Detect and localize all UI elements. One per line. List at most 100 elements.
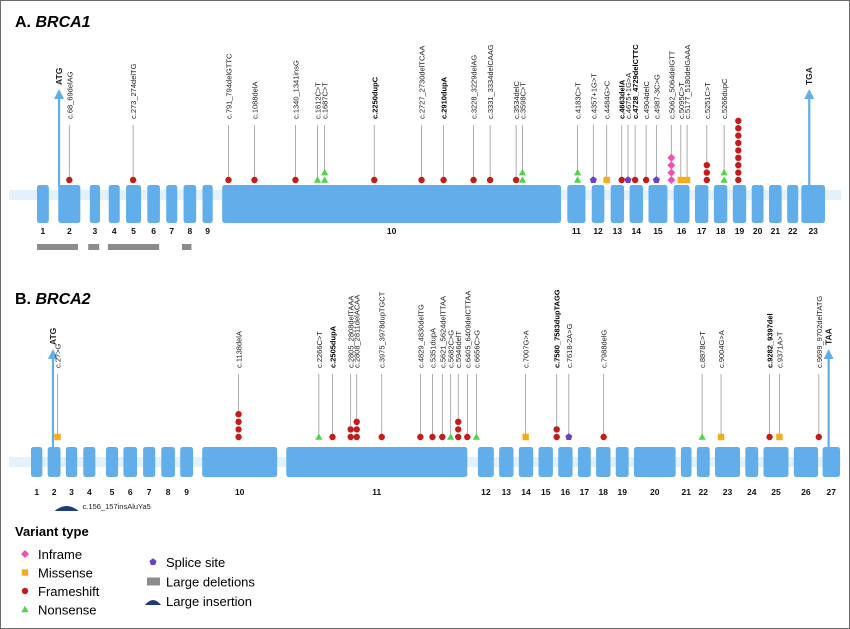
exon-brca1-3 bbox=[89, 185, 101, 223]
exon-number-label: 13 bbox=[613, 226, 623, 236]
exon-brca2-14 bbox=[518, 447, 534, 477]
exon-brca2-17 bbox=[577, 447, 591, 477]
legend-label-deletion: Large deletions bbox=[166, 575, 255, 590]
variant-label: c.5351dupA bbox=[428, 328, 437, 368]
legend-label-frameshift: Frameshift bbox=[38, 584, 100, 599]
exon-number-label: 19 bbox=[735, 226, 745, 236]
variant-label: c.7988delG bbox=[600, 329, 609, 368]
variant-marker-frameshift bbox=[353, 418, 360, 425]
variant-label: c.3598C>T bbox=[518, 82, 527, 119]
variant-marker-frameshift bbox=[703, 176, 710, 184]
exon-brca1-17 bbox=[694, 185, 709, 223]
exon-number-label: 27 bbox=[827, 487, 837, 497]
variant-marker-frameshift bbox=[417, 433, 424, 441]
variant-marker-nonsense bbox=[720, 168, 728, 176]
variant-label: c.273_274delTG bbox=[129, 63, 138, 119]
exon-brca2-16 bbox=[558, 447, 573, 477]
exon-brca2-22 bbox=[696, 447, 710, 477]
panel-prefix-brca2: B. bbox=[15, 291, 35, 308]
exon-number-label: 10 bbox=[387, 226, 397, 236]
exon-brca1-11 bbox=[567, 185, 586, 223]
exon-number-label: 8 bbox=[166, 487, 171, 497]
exon-number-label: 7 bbox=[147, 487, 152, 497]
exon-brca1-22 bbox=[787, 185, 799, 223]
exon-number-label: 17 bbox=[580, 487, 590, 497]
legend-label-nonsense: Nonsense bbox=[38, 603, 97, 618]
variant-marker-splice bbox=[624, 176, 632, 183]
exon-brca2-13 bbox=[499, 447, 514, 477]
variant-marker-frameshift bbox=[703, 169, 710, 176]
exon-number-label: 25 bbox=[771, 487, 781, 497]
variant-label: c.9282_9397del bbox=[766, 313, 775, 368]
variant-marker-frameshift bbox=[347, 426, 354, 433]
variant-label: c.4484G>C bbox=[603, 80, 612, 119]
variant-label: c.4675+1G>A bbox=[624, 73, 633, 119]
variant-label: c.1340_1341insG bbox=[291, 60, 300, 119]
exon-brca1-16 bbox=[673, 185, 690, 223]
variant-marker-frameshift bbox=[735, 154, 742, 161]
variant-label: c.1687C>T bbox=[321, 82, 330, 119]
exon-number-label: 23 bbox=[808, 226, 818, 236]
legend-swatch-nonsense bbox=[21, 605, 29, 613]
exon-number-label: 2 bbox=[52, 487, 57, 497]
variant-label: c.2910dupA bbox=[440, 76, 449, 119]
exon-number-label: 1 bbox=[34, 487, 39, 497]
panel-brca2: 1 2 3 4 5 6 7 8 9 10 11 12 13 14 15 16 17 18 19 20 21 22 23 24 2… bbox=[9, 289, 841, 511]
panel-brca1: 1 2 3 4 5 6 7 8 9 10 11 12 13 14 15 16 17 18 19 20 21 22 23ATG… bbox=[9, 44, 841, 250]
panel-gene-brca2: BRCA2 bbox=[35, 291, 90, 308]
exon-brca2-7 bbox=[143, 447, 156, 477]
variant-marker-nonsense bbox=[720, 176, 728, 183]
variant-marker-frameshift bbox=[766, 433, 773, 441]
variant-marker-nonsense bbox=[321, 168, 329, 176]
large-deletion-bar bbox=[181, 244, 192, 250]
variant-marker-inframe bbox=[667, 153, 676, 162]
variant-marker-missense bbox=[776, 433, 783, 441]
insertion-label: c.156_157insAluYa5 bbox=[83, 502, 151, 511]
exon-number-label: 11 bbox=[572, 226, 581, 236]
variant-label: c.8878C>T bbox=[698, 331, 707, 368]
exon-number-label: 17 bbox=[697, 226, 707, 236]
exon-brca2-4 bbox=[83, 447, 96, 477]
variant-label: c.2808_2811delACAA bbox=[353, 295, 362, 368]
exon-number-label: 24 bbox=[747, 487, 757, 497]
variant-label: c.9699_9702delTATG bbox=[815, 296, 824, 368]
variant-marker-frameshift bbox=[735, 125, 742, 132]
codon-label-atg: ATG bbox=[54, 67, 64, 85]
exon-number-label: 18 bbox=[716, 226, 726, 236]
legend-label-missense: Missense bbox=[38, 566, 93, 581]
variant-label: c.5946delT bbox=[454, 330, 463, 368]
exon-number-label: 7 bbox=[169, 226, 174, 236]
exon-brca2-2 bbox=[47, 447, 61, 477]
variant-marker-frameshift bbox=[455, 418, 462, 425]
variant-marker-frameshift bbox=[600, 433, 607, 441]
variant-marker-frameshift bbox=[378, 433, 385, 441]
variant-label: c.4357+1G>T bbox=[589, 73, 598, 119]
exon-number-label: 11 bbox=[372, 487, 381, 497]
exon-number-label: 22 bbox=[699, 487, 709, 497]
legend-swatch-missense bbox=[21, 569, 29, 576]
variant-label: c.5251C>T bbox=[703, 82, 712, 119]
variant-marker-frameshift bbox=[512, 176, 520, 184]
codon-arrow-head bbox=[54, 89, 65, 99]
variant-marker-frameshift bbox=[735, 169, 742, 176]
exon-brca2-12 bbox=[477, 447, 494, 477]
exon-brca2-24 bbox=[745, 447, 759, 477]
variant-marker-inframe bbox=[667, 176, 676, 184]
variant-marker-frameshift bbox=[440, 176, 447, 184]
exon-brca1-7 bbox=[166, 185, 178, 223]
panel-title-brca1: A. BRCA1 bbox=[15, 14, 91, 31]
variant-marker-splice bbox=[589, 176, 597, 183]
variant-marker-nonsense bbox=[698, 433, 706, 440]
variant-marker-missense bbox=[717, 433, 725, 441]
variant-marker-nonsense bbox=[472, 433, 481, 440]
variant-marker-frameshift bbox=[735, 176, 742, 184]
variant-label: c.3975_3978dupTGCT bbox=[378, 291, 387, 368]
exon-brca1-12 bbox=[591, 185, 605, 223]
exon-number-label: 8 bbox=[188, 226, 193, 236]
variant-marker-frameshift bbox=[235, 411, 242, 418]
exon-number-label: 4 bbox=[112, 226, 117, 236]
codon-arrow-head bbox=[804, 89, 815, 99]
exon-number-label: 20 bbox=[753, 226, 763, 236]
legend-swatch-inframe bbox=[21, 550, 29, 558]
variant-label: c.5062_5064delGTT bbox=[667, 50, 676, 119]
